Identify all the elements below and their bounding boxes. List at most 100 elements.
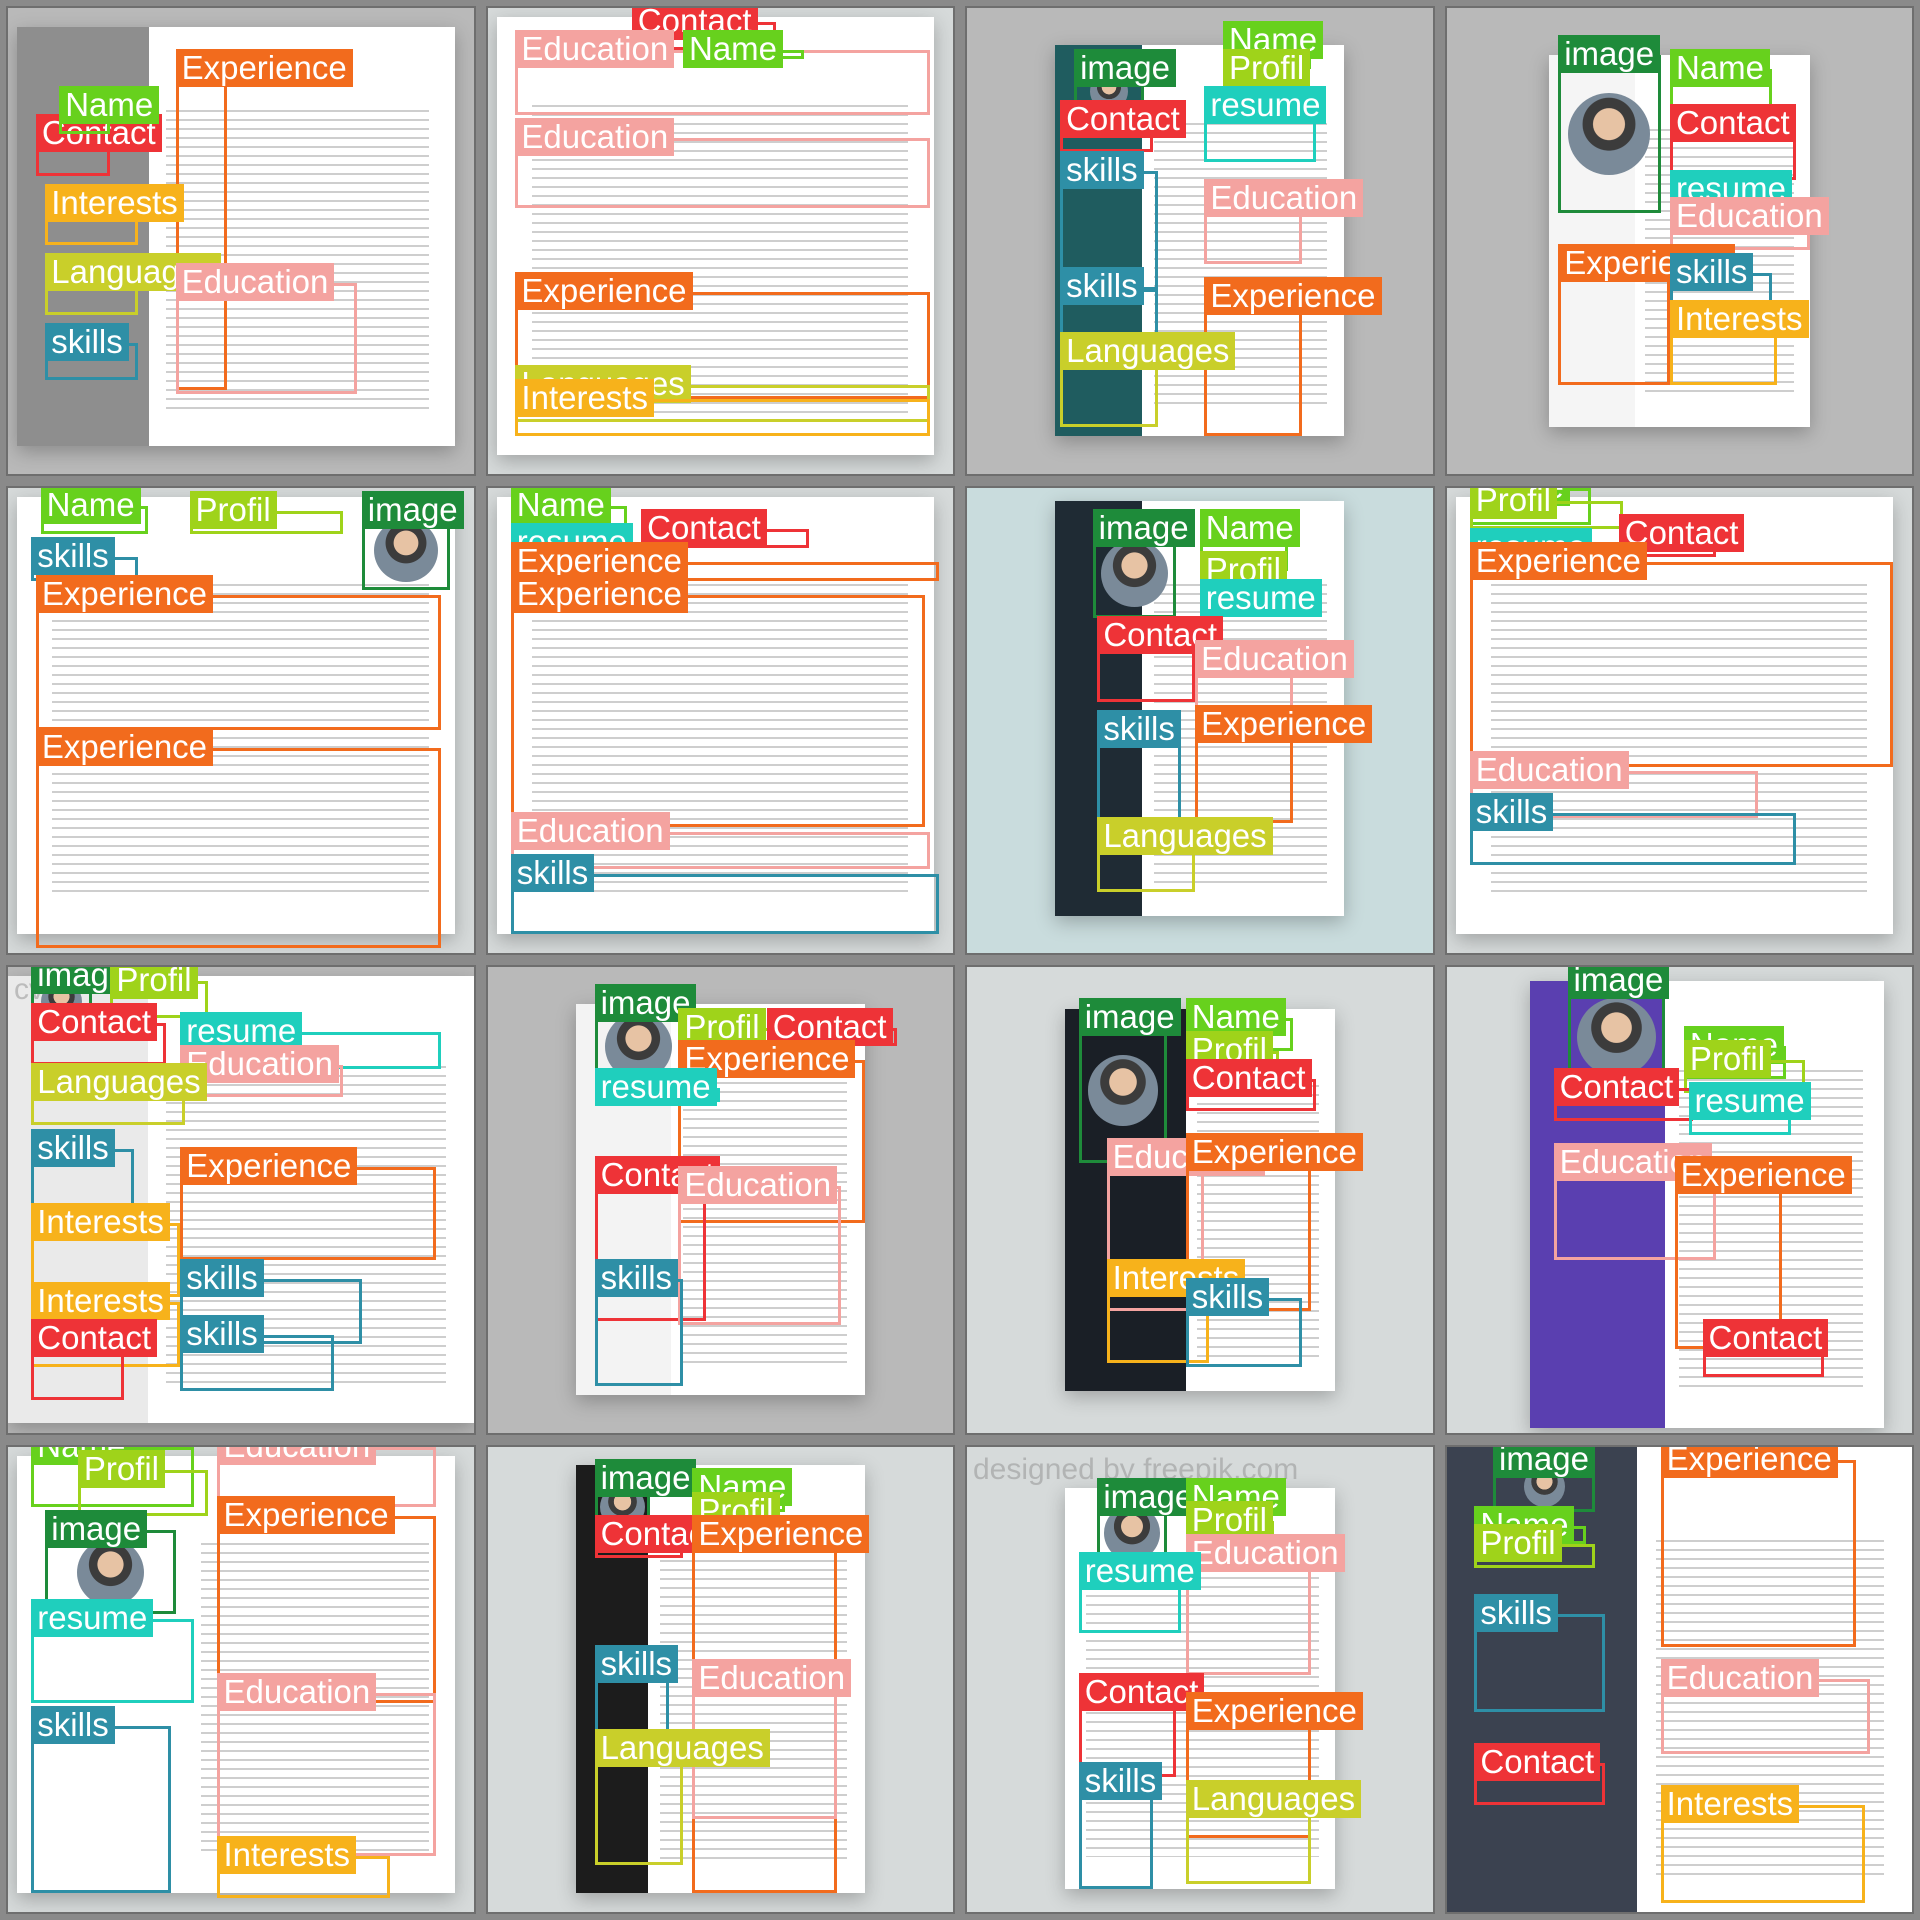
annotation-label-interests: Interests xyxy=(1660,1784,1800,1823)
annotation-box-experience xyxy=(1558,264,1670,386)
annotation-label-resume: resume xyxy=(1688,1081,1811,1120)
annotation-label-education: Education xyxy=(678,1165,838,1204)
annotation-box-education xyxy=(678,1185,842,1326)
annotation-box-experience xyxy=(515,291,930,400)
annotation-box-education xyxy=(1185,1553,1312,1675)
annotation-label-skills: skills xyxy=(1469,793,1554,832)
resume-tile: Name Profil image skills Experience Experienc… xyxy=(6,485,476,955)
annotation-label-education: Education xyxy=(692,1659,852,1698)
annotation-label-experience: Experience xyxy=(1204,276,1382,315)
annotation-label-skills: skills xyxy=(1474,1594,1558,1633)
annotation-box-experience xyxy=(510,594,926,828)
annotation-label-skills: skills xyxy=(31,1705,115,1744)
annotation-label-interests: Interests xyxy=(31,1203,170,1242)
annotation-box-skills xyxy=(180,1278,362,1345)
annotation-box-education xyxy=(217,1693,437,1857)
annotation-label-education: Education xyxy=(217,1446,377,1465)
annotation-label-experience: Experience xyxy=(515,271,693,310)
annotation-label-name: Name xyxy=(1669,48,1770,87)
annotation-label-experience: Experience xyxy=(692,1514,870,1553)
annotation-label-experience: Experience xyxy=(1185,1133,1363,1172)
annotation-box-skills xyxy=(510,873,940,935)
annotation-label-contact: Contact xyxy=(1097,616,1224,655)
resume-tile: image Name Contact resume Education Experienc… xyxy=(1444,6,1914,476)
annotation-label-contact: Contact xyxy=(641,509,767,548)
resume-tile: NameProfilimageEducationExperienceresume… xyxy=(6,1444,476,1914)
resume-tile: Experience Contact Name Interests Languages E… xyxy=(6,6,476,476)
annotation-box-experience xyxy=(35,594,441,730)
annotation-label-education: Education xyxy=(217,1673,377,1712)
annotation-label-name: Name xyxy=(40,487,141,525)
annotation-label-experience: Experience xyxy=(1195,704,1373,743)
annotation-label-education: Education xyxy=(1185,1533,1345,1572)
annotation-label-education: Education xyxy=(1195,639,1354,678)
annotation-label-profil: Profil xyxy=(1223,48,1311,87)
annotation-label-experience: Experience xyxy=(1660,1446,1838,1479)
annotation-label-skills: skills xyxy=(1185,1277,1270,1316)
annotation-label-contact: Contact xyxy=(1669,104,1796,143)
annotation-label-image: image xyxy=(1493,1446,1595,1479)
profile-photo xyxy=(1087,1054,1159,1126)
annotation-label-experience: Experience xyxy=(217,1496,395,1535)
annotation-label-interests: Interests xyxy=(1669,299,1809,338)
annotation-label-image: image xyxy=(45,1510,148,1549)
resume-tile: imageNameProfilContactEducationExperienc… xyxy=(965,965,1435,1435)
resume-tile: designed by freepik.com image Name Profil Ed… xyxy=(965,1444,1435,1914)
profile-photo xyxy=(1101,540,1169,608)
annotation-label-image: image xyxy=(361,490,464,529)
body-text-lines xyxy=(1490,584,1868,900)
annotation-label-contact: Contact xyxy=(31,1002,157,1041)
annotation-label-skills: skills xyxy=(180,1258,264,1297)
resume-tile: ContactEducationNameEducationExperienceL… xyxy=(485,6,955,476)
profile-photo xyxy=(76,1538,144,1606)
annotation-label-profil: Profil xyxy=(1469,487,1557,520)
annotation-label-skills: skills xyxy=(594,1645,679,1684)
annotation-label-languages: Languages xyxy=(1185,1780,1362,1819)
annotation-label-education: Education xyxy=(1469,751,1629,790)
annotation-label-experience: Experience xyxy=(510,574,688,613)
annotation-label-contact: Contact xyxy=(1474,1743,1601,1782)
annotation-label-name: Name xyxy=(1185,998,1286,1037)
annotation-box-education xyxy=(515,138,930,209)
body-text-lines xyxy=(682,1082,848,1364)
annotation-label-contact: Contact xyxy=(1553,1068,1680,1107)
annotation-box-skills xyxy=(31,1725,171,1894)
annotation-label-skills: skills xyxy=(31,1128,115,1167)
resume-tile: image Name Profil resume Contact Education ski… xyxy=(965,485,1435,955)
annotation-label-skills: skills xyxy=(31,537,115,576)
annotation-label-name: Name xyxy=(510,487,611,525)
annotation-label-profil: Profil xyxy=(189,490,277,529)
annotation-label-skills: skills xyxy=(510,853,595,892)
annotation-label-skills: skills xyxy=(594,1258,679,1297)
annotation-label-image: image xyxy=(1074,48,1176,87)
annotation-label-resume: resume xyxy=(180,1012,303,1051)
annotation-label-education: Education xyxy=(175,262,335,301)
annotation-label-languages: Languages xyxy=(31,1063,207,1102)
annotation-label-experience: Experience xyxy=(175,48,353,87)
annotation-label-education: Education xyxy=(1660,1659,1820,1698)
annotation-label-profil: Profil xyxy=(678,1007,766,1046)
annotation-label-experience: Experience xyxy=(180,1147,358,1186)
annotation-box-experience xyxy=(1469,561,1894,767)
annotation-label-resume: resume xyxy=(1199,579,1322,618)
annotation-label-experience: Experience xyxy=(35,728,214,767)
profile-photo xyxy=(374,518,438,582)
annotation-label-profil: Profil xyxy=(77,1449,165,1488)
annotation-label-skills: skills xyxy=(1669,253,1754,292)
annotation-label-contact: Contact xyxy=(766,1007,893,1046)
annotation-label-education: Education xyxy=(180,1044,340,1083)
annotation-label-contact: Contact xyxy=(1185,1058,1312,1097)
profile-photo xyxy=(1568,92,1651,175)
annotation-label-profil: Profil xyxy=(1474,1524,1562,1563)
annotation-label-education: Education xyxy=(515,118,675,157)
annotation-label-name: Name xyxy=(59,85,160,124)
annotation-label-skills: skills xyxy=(45,323,129,362)
annotation-box-skills xyxy=(1469,813,1796,865)
annotation-label-education: Education xyxy=(515,29,675,68)
annotation-label-resume: resume xyxy=(594,1068,717,1107)
annotation-label-interests: Interests xyxy=(515,379,654,418)
annotation-label-experience: Experience xyxy=(1469,541,1647,580)
annotation-label-name: Name xyxy=(683,29,784,68)
annotation-label-profil: Profil xyxy=(110,966,198,999)
